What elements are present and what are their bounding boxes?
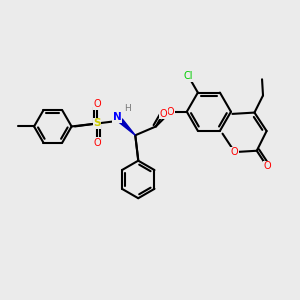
- Text: O: O: [159, 109, 167, 119]
- Text: N: N: [112, 112, 122, 122]
- Text: O: O: [167, 107, 174, 117]
- Text: H: H: [124, 104, 131, 113]
- Text: Cl: Cl: [184, 71, 193, 81]
- Text: O: O: [93, 138, 101, 148]
- Text: O: O: [263, 161, 271, 171]
- Text: O: O: [93, 99, 101, 110]
- Polygon shape: [119, 119, 135, 135]
- Text: S: S: [93, 118, 101, 128]
- Text: O: O: [231, 147, 238, 157]
